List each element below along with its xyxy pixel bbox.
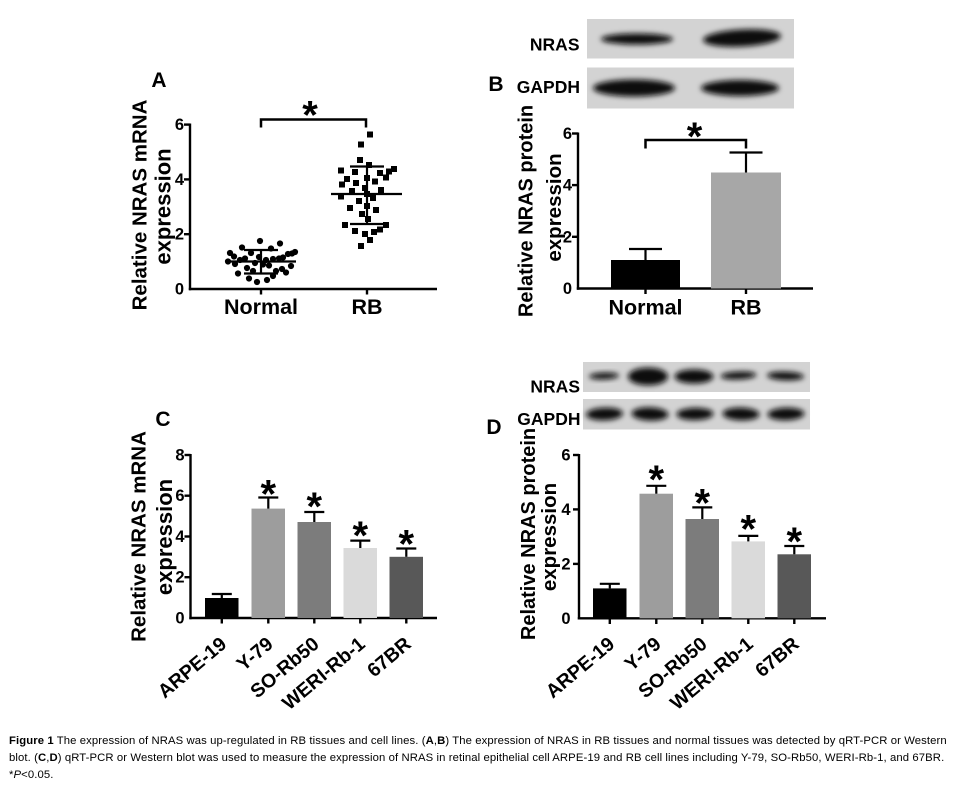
svg-text:expression: expression [151,148,176,264]
svg-text:67BR: 67BR [751,633,803,682]
svg-text:A: A [151,69,166,92]
svg-text:ARPE-19: ARPE-19 [154,633,231,703]
svg-text:0: 0 [175,281,184,299]
svg-text:expression: expression [538,483,561,591]
svg-text:*: * [687,115,703,159]
svg-text:2: 2 [561,555,570,573]
svg-text:Normal: Normal [224,295,298,319]
svg-text:*: * [787,520,803,564]
svg-text:GAPDH: GAPDH [517,77,580,97]
svg-text:*: * [353,514,369,558]
svg-text:C: C [155,408,170,431]
svg-text:*: * [307,485,323,529]
svg-text:*: * [399,523,415,567]
svg-text:expression: expression [152,479,177,595]
svg-text:RB: RB [730,296,761,320]
svg-text:GAPDH: GAPDH [517,409,580,429]
svg-text:Relative NRAS mRNA: Relative NRAS mRNA [128,431,151,642]
svg-text:D: D [486,416,501,439]
svg-text:expression: expression [543,153,566,261]
svg-text:ARPE-19: ARPE-19 [542,633,619,703]
svg-text:*: * [649,458,665,502]
svg-text:Relative NRAS protein: Relative NRAS protein [515,105,537,317]
svg-text:4: 4 [175,528,185,546]
svg-text:*: * [695,482,711,526]
svg-text:4: 4 [563,177,573,195]
svg-text:*: * [261,473,277,517]
svg-text:2: 2 [175,569,184,587]
svg-text:2: 2 [563,228,572,246]
svg-text:B: B [488,73,503,96]
svg-text:6: 6 [175,487,184,505]
svg-text:NRAS: NRAS [530,35,580,55]
svg-text:2: 2 [175,226,184,244]
svg-text:6: 6 [175,116,184,134]
svg-text:6: 6 [563,125,572,143]
svg-text:0: 0 [175,610,184,628]
svg-text:Relative NRAS mRNA: Relative NRAS mRNA [129,99,152,310]
svg-text:67BR: 67BR [363,633,415,682]
svg-text:*: * [741,508,757,552]
svg-text:Relative NRAS protein: Relative NRAS protein [518,428,540,640]
svg-text:RB: RB [351,295,382,319]
svg-text:8: 8 [175,447,184,465]
svg-text:Normal: Normal [608,296,682,320]
svg-text:4: 4 [175,171,185,189]
svg-text:6: 6 [561,447,570,465]
svg-text:0: 0 [563,280,572,298]
svg-text:0: 0 [561,610,570,628]
svg-text:*: * [302,94,318,138]
svg-text:4: 4 [561,501,571,519]
svg-text:NRAS: NRAS [530,377,580,397]
